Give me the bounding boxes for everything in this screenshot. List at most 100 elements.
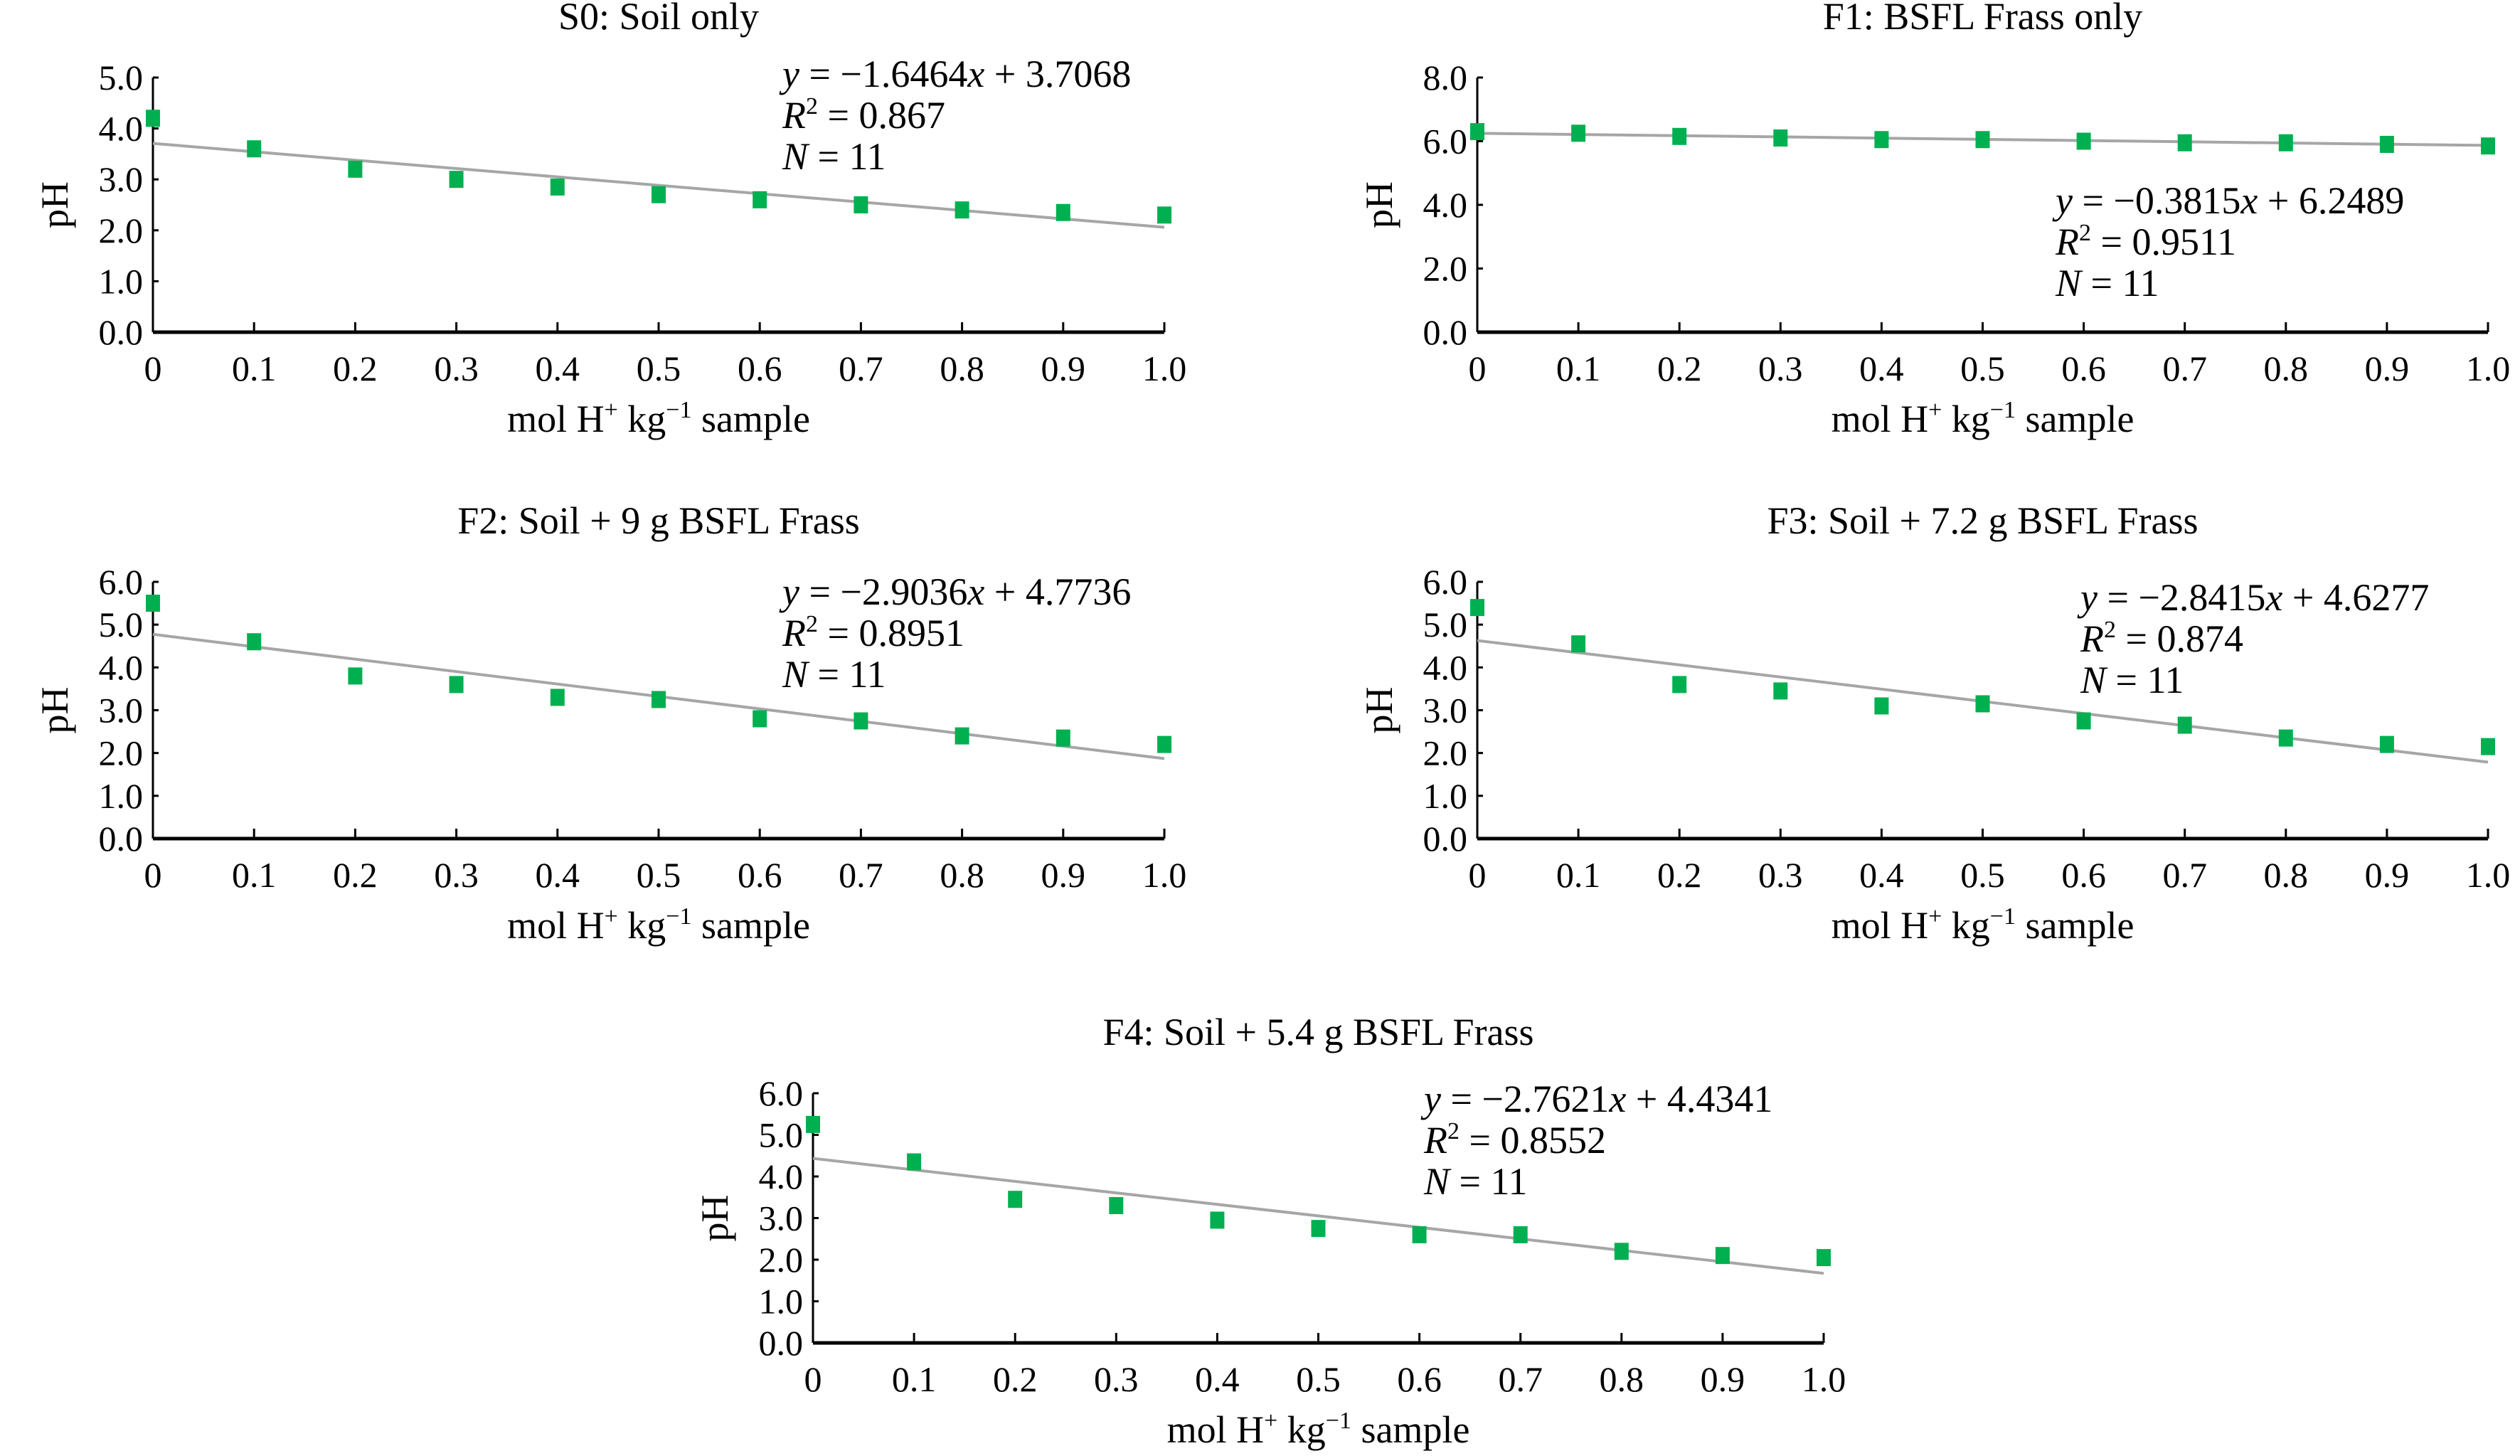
y-tick-label: 3.0 — [99, 691, 144, 730]
x-tick-label: 0.8 — [940, 855, 984, 895]
y-tick-label: 4.0 — [759, 1157, 804, 1196]
x-tick-label: 0.4 — [536, 855, 580, 895]
x-tick-label: 0.3 — [1758, 855, 1803, 895]
x-tick-label: 0.1 — [232, 349, 277, 388]
data-point — [2278, 134, 2293, 152]
y-tick-label: 1.0 — [1423, 776, 1468, 816]
x-tick-label: 0.3 — [1094, 1359, 1139, 1399]
data-point — [449, 171, 464, 188]
y-tick-label: 6.0 — [1423, 562, 1468, 602]
x-tick-label: 0.8 — [2264, 349, 2309, 388]
data-point — [146, 595, 160, 612]
x-tick-label: 0 — [144, 855, 162, 895]
x-tick-label: 0.8 — [1600, 1359, 1644, 1399]
chart-title: F4: Soil + 5.4 g BSFL Frass — [1102, 1011, 1533, 1053]
chart-panel: F3: Soil + 7.2 g BSFL Frass0.01.02.03.04… — [1358, 499, 2510, 947]
y-tick-label: 1.0 — [99, 261, 144, 301]
y-tick-label: 5.0 — [1423, 605, 1468, 644]
data-point — [1874, 697, 1889, 715]
data-point — [2379, 735, 2394, 753]
sample-size: N = 11 — [2055, 262, 2159, 304]
data-point — [1817, 1249, 1831, 1267]
data-point — [854, 712, 868, 730]
data-point — [247, 633, 262, 651]
x-tick-label: 0.9 — [1041, 855, 1086, 895]
x-tick-label: 0.2 — [333, 349, 378, 388]
x-tick-label: 0.8 — [940, 349, 984, 388]
data-point — [2481, 137, 2495, 155]
data-point — [1614, 1243, 1629, 1260]
data-point — [1715, 1247, 1730, 1265]
x-tick-label: 1.0 — [2466, 349, 2511, 388]
y-axis-label: pH — [693, 1195, 736, 1242]
data-point — [1571, 124, 1586, 142]
r-squared: R2 = 0.8951 — [782, 611, 964, 654]
x-tick-label: 0.5 — [637, 855, 681, 895]
data-point — [955, 201, 969, 219]
data-point — [854, 196, 868, 213]
sample-size: N = 11 — [2080, 659, 2184, 701]
chart-panel: F4: Soil + 5.4 g BSFL Frass0.01.02.03.04… — [693, 1011, 1846, 1451]
data-point — [1513, 1226, 1528, 1243]
x-tick-label: 0 — [1469, 349, 1487, 388]
regression-equation: y = −2.7621x + 4.4341 — [1420, 1078, 1772, 1120]
x-tick-label: 1.0 — [2466, 855, 2511, 895]
chart-title: S0: Soil only — [558, 0, 759, 38]
y-tick-label: 2.0 — [99, 211, 144, 250]
chart-panel: S0: Soil only 0.0 1.0 2.0 3.0 4.0 5.0 0 0.1 0.2 0.… — [33, 0, 1186, 440]
y-tick-label: 2.0 — [759, 1240, 804, 1280]
x-tick-label: 0.2 — [993, 1359, 1038, 1399]
y-tick-label: 0.0 — [99, 819, 144, 859]
y-tick-label: 2.0 — [1423, 249, 1468, 289]
r-squared: R2 = 0.9511 — [2055, 220, 2236, 263]
x-tick-label: 0.4 — [536, 349, 580, 388]
x-tick-label: 0.3 — [1758, 349, 1803, 388]
x-tick-label: 0.1 — [1556, 349, 1601, 388]
x-tick-label: 0.6 — [738, 349, 782, 388]
data-point — [2076, 132, 2091, 150]
regression-equation: y = −2.9036x + 4.7736 — [779, 570, 1131, 613]
data-point — [1210, 1211, 1225, 1229]
data-point — [652, 691, 666, 708]
y-tick-label: 3.0 — [759, 1199, 804, 1238]
x-tick-label: 0.8 — [2264, 855, 2309, 895]
y-tick-label: 5.0 — [99, 605, 144, 644]
data-point — [1056, 203, 1070, 221]
data-point — [348, 160, 363, 178]
x-tick-label: 1.0 — [1802, 1359, 1846, 1399]
data-point — [2177, 716, 2192, 734]
x-tick-label: 0.4 — [1859, 349, 1904, 388]
r-squared: R2 = 0.8552 — [1423, 1118, 1606, 1162]
y-tick-label: 1.0 — [99, 776, 144, 816]
data-point — [2177, 134, 2192, 152]
y-tick-label: 5.0 — [759, 1115, 804, 1155]
x-tick-label: 0.4 — [1195, 1359, 1240, 1399]
x-tick-label: 1.0 — [1142, 349, 1187, 388]
x-axis-label: mol H+ kg−1 sample — [1167, 1408, 1470, 1451]
x-tick-label: 0 — [804, 1359, 822, 1399]
x-tick-label: 0.6 — [2061, 349, 2106, 388]
data-point — [449, 676, 464, 694]
chart-title: F3: Soil + 7.2 g BSFL Frass — [1767, 499, 2198, 542]
y-tick-label: 3.0 — [1423, 691, 1468, 730]
chart-title: F1: BSFL Frass only — [1823, 0, 2143, 38]
y-tick-label: 8.0 — [1423, 58, 1468, 97]
x-tick-label: 0 — [1469, 855, 1487, 895]
data-point — [1056, 729, 1070, 747]
x-tick-label: 0.9 — [2365, 855, 2410, 895]
y-tick-label: 0.0 — [99, 312, 144, 352]
data-point — [2379, 135, 2394, 153]
x-tick-label: 0.3 — [434, 349, 479, 388]
chart-panel: F1: BSFL Frass only 0.0 2.0 4.0 6.0 8.0 0 0.1 0.… — [1358, 0, 2510, 440]
y-tick-label: 1.0 — [759, 1282, 804, 1322]
y-tick-label: 2.0 — [99, 733, 144, 773]
data-point — [1773, 682, 1788, 700]
sample-size: N = 11 — [782, 653, 886, 696]
data-point — [1109, 1196, 1124, 1214]
x-axis-label: mol H+ kg−1 sample — [507, 903, 810, 947]
y-axis-label: pH — [1358, 181, 1400, 228]
data-point — [2278, 729, 2293, 747]
x-tick-label: 0.1 — [232, 855, 277, 895]
chart-panel: F2: Soil + 9 g BSFL Frass0.01.02.03.04.0… — [33, 499, 1186, 947]
data-point — [1157, 206, 1171, 224]
